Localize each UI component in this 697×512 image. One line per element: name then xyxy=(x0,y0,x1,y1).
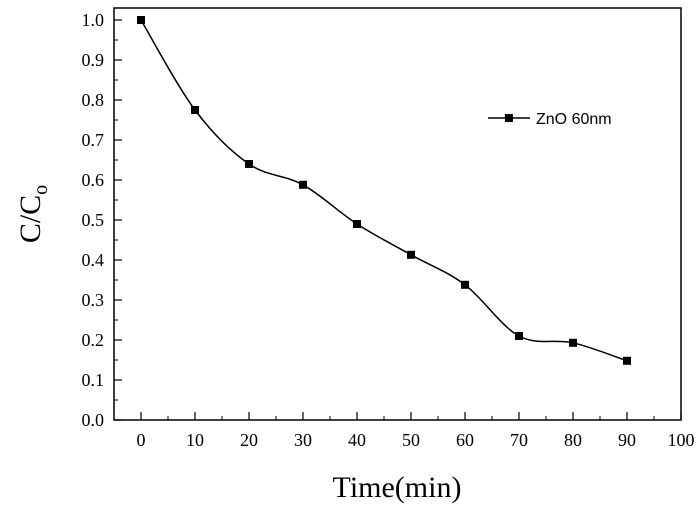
x-axis-ticks: 0 10 20 30 40 50 60 70 80 90 100 xyxy=(113,412,695,450)
y-tick-label: 0.9 xyxy=(82,50,105,70)
series-line xyxy=(140,19,628,362)
y-axis-title: C/Co xyxy=(14,185,52,243)
x-tick-label: 60 xyxy=(456,430,474,450)
data-point xyxy=(137,16,145,24)
series-layer xyxy=(137,16,631,365)
y-axis-ticks: 0.0 0.1 0.2 0.3 0.4 0.5 0.6 0.7 0.8 0.9 1.0 xyxy=(82,10,122,430)
data-point xyxy=(299,180,307,189)
x-tick-label: 10 xyxy=(186,430,204,450)
x-tick-label: 70 xyxy=(510,430,528,450)
plot-frame xyxy=(113,7,682,421)
legend-label: ZnO 60nm xyxy=(536,111,612,128)
x-tick-label: 30 xyxy=(294,430,312,450)
legend-marker xyxy=(505,114,513,122)
data-point xyxy=(353,220,361,228)
y-tick-label: 0.1 xyxy=(82,370,105,390)
x-axis-title: Time(min) xyxy=(333,471,462,504)
y-tick-label: 0.0 xyxy=(82,410,105,430)
data-point xyxy=(245,160,253,168)
x-tick-label: 20 xyxy=(240,430,258,450)
y-tick-label: 0.4 xyxy=(82,250,105,270)
data-point xyxy=(569,338,577,347)
data-point xyxy=(407,250,415,259)
data-point xyxy=(515,332,523,340)
x-tick-label: 50 xyxy=(402,430,420,450)
x-tick-label: 40 xyxy=(348,430,366,450)
x-tick-label: 90 xyxy=(618,430,636,450)
x-tick-label: 0 xyxy=(137,430,146,450)
x-tick-label: 80 xyxy=(564,430,582,450)
y-tick-label: 0.3 xyxy=(82,290,105,310)
y-axis-title-main: C/C xyxy=(14,195,47,243)
x-tick-label: 100 xyxy=(668,430,695,450)
data-point xyxy=(191,106,199,114)
y-tick-label: 1.0 xyxy=(82,10,105,30)
y-tick-label: 0.5 xyxy=(82,210,105,230)
y-tick-label: 0.6 xyxy=(82,170,105,190)
data-point xyxy=(461,280,469,289)
y-tick-label: 0.7 xyxy=(82,130,105,150)
y-axis-title-sub: o xyxy=(30,185,52,195)
svg-text:C/Co: C/Co xyxy=(14,185,52,243)
y-tick-label: 0.2 xyxy=(82,330,105,350)
data-point xyxy=(623,356,631,365)
y-tick-label: 0.8 xyxy=(82,90,105,110)
legend: ZnO 60nm xyxy=(488,111,612,128)
